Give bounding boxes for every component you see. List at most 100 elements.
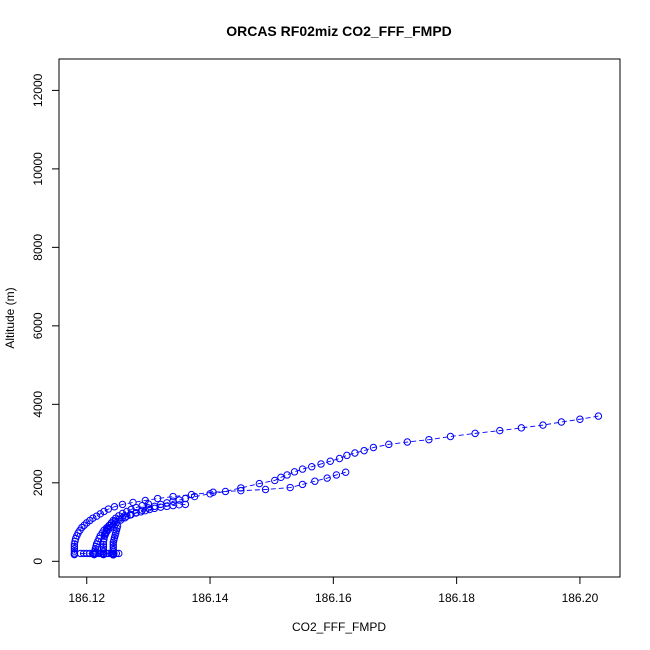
data-point <box>100 532 109 540</box>
data-point <box>335 454 344 463</box>
data-point <box>237 486 245 495</box>
data-point <box>71 534 80 543</box>
x-tick-label: 186.18 <box>438 591 475 605</box>
data-point <box>255 479 264 488</box>
data-point <box>576 415 584 423</box>
data-point <box>90 550 98 559</box>
x-axis-label: CO2_FFF_FMPD <box>292 620 386 634</box>
data-point <box>145 505 154 514</box>
x-tick-label: 186.16 <box>315 591 352 605</box>
data-point <box>71 537 79 545</box>
data-point <box>360 446 368 455</box>
data-point <box>99 537 108 546</box>
data-point <box>187 490 196 499</box>
data-point <box>105 549 113 558</box>
x-tick-label: 186.12 <box>68 591 105 605</box>
data-point <box>132 503 140 512</box>
y-axis-label: Altitude (m) <box>3 287 17 348</box>
data-point <box>92 549 100 558</box>
data-point <box>112 514 120 522</box>
data-point <box>169 492 177 501</box>
data-point <box>118 509 127 518</box>
data-point <box>101 529 109 538</box>
data-point <box>97 549 106 558</box>
data-point <box>95 549 103 558</box>
data-point <box>92 512 101 520</box>
data-point <box>317 460 325 468</box>
data-point <box>323 474 331 482</box>
data-point <box>132 509 140 517</box>
data-point <box>150 504 159 513</box>
data-point <box>425 435 433 444</box>
data-point <box>369 443 378 452</box>
data-point <box>110 549 118 558</box>
data-point <box>100 549 108 558</box>
data-point <box>115 549 123 558</box>
data-point <box>100 507 108 516</box>
data-point <box>70 547 79 555</box>
data-point <box>446 432 455 441</box>
data-point <box>283 471 291 479</box>
x-axis: 186.12 186.14 186.16 186.18 186.20 <box>68 576 599 605</box>
data-point <box>109 538 117 547</box>
series-6 <box>76 549 123 558</box>
data-point <box>351 449 359 457</box>
data-point <box>96 510 105 518</box>
chart-title: ORCAS RF02miz CO2_FFF_FMPD <box>226 23 452 39</box>
data-point <box>123 507 131 516</box>
y-tick-label: 10000 <box>31 152 45 186</box>
series-layer <box>70 412 603 559</box>
data-point <box>471 429 479 438</box>
data-point <box>109 516 117 525</box>
y-tick-label: 0 <box>31 558 45 565</box>
y-tick-label: 2000 <box>31 469 45 496</box>
data-point <box>80 521 88 529</box>
data-point <box>118 500 127 509</box>
data-point <box>298 465 307 473</box>
data-point <box>311 477 319 485</box>
data-point <box>99 540 108 549</box>
data-point <box>341 468 350 476</box>
y-tick-label: 6000 <box>31 312 45 339</box>
data-point <box>298 480 307 489</box>
data-point <box>594 412 603 420</box>
data-point <box>112 549 121 558</box>
data-point <box>326 457 334 465</box>
data-point <box>70 545 79 553</box>
series-line <box>102 503 149 555</box>
data-point <box>83 519 91 527</box>
data-point <box>277 473 285 482</box>
y-tick-label: 4000 <box>31 391 45 418</box>
data-point <box>271 476 279 485</box>
data-point <box>308 463 316 471</box>
data-point <box>100 535 108 543</box>
data-point <box>261 485 270 494</box>
data-point <box>110 503 119 511</box>
data-point <box>403 438 412 446</box>
data-point <box>496 426 504 435</box>
data-point <box>286 483 294 492</box>
data-point <box>70 540 79 548</box>
y-axis: 0 2000 4000 6000 8000 10000 12000 <box>31 73 60 565</box>
data-point <box>104 505 113 513</box>
data-point <box>102 549 111 558</box>
data-point <box>385 440 393 449</box>
data-point <box>517 424 526 432</box>
plot-area <box>70 412 603 559</box>
y-tick-label: 12000 <box>31 73 45 107</box>
y-tick-label: 8000 <box>31 234 45 261</box>
data-point <box>127 505 135 514</box>
data-point <box>221 487 230 496</box>
data-point <box>343 451 351 460</box>
x-tick-label: 186.14 <box>192 591 229 605</box>
data-point <box>209 488 217 496</box>
data-point <box>332 471 341 479</box>
data-point <box>153 494 162 503</box>
data-point <box>290 468 299 476</box>
data-point <box>107 549 116 558</box>
x-tick-label: 186.20 <box>562 591 599 605</box>
data-point <box>539 421 547 429</box>
data-point <box>557 418 566 426</box>
